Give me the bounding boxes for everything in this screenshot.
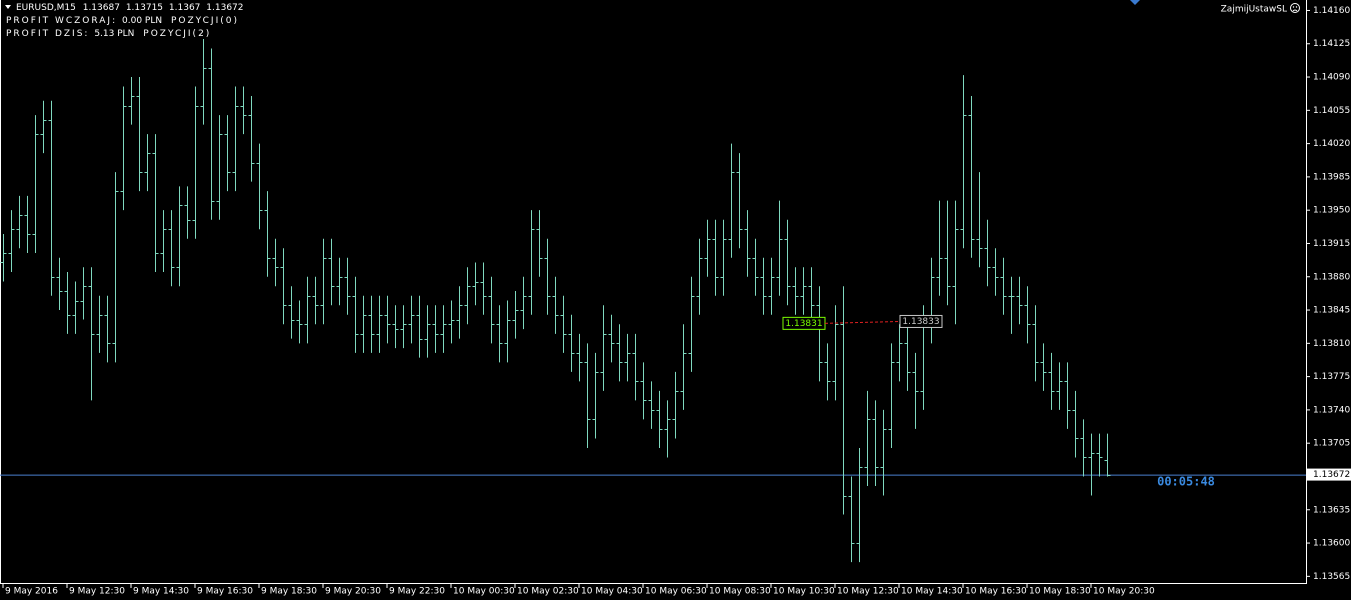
countdown: 00:05:48 [1157, 475, 1215, 489]
x-tick-label: 10 May 10:30 [773, 587, 835, 597]
x-tick-label: 9 May 2016 [5, 587, 58, 597]
menu-arrow [5, 5, 11, 9]
y-tick-label: 1.13635 [1313, 505, 1350, 515]
x-tick-label: 10 May 04:30 [581, 587, 643, 597]
x-tick-label: 10 May 16:30 [965, 587, 1027, 597]
current-price-box [1307, 468, 1351, 481]
x-tick-label: 10 May 18:30 [1029, 587, 1091, 597]
x-tick-label: 9 May 20:30 [325, 587, 381, 597]
x-tick-label: 10 May 20:30 [1093, 587, 1155, 597]
x-tick-label: 10 May 08:30 [709, 587, 771, 597]
info-line: PROFIT WCZORAJ: 0.00 PLN POZYCJI(0) [6, 16, 239, 26]
symbol: EURUSD,M15 [16, 3, 76, 13]
x-tick-label: 10 May 12:30 [837, 587, 899, 597]
y-tick-label: 1.13880 [1313, 272, 1350, 282]
y-tick-label: 1.13950 [1313, 206, 1350, 216]
info-value: 5.13 PLN [94, 29, 134, 39]
header: EURUSD,M15 1.13687 1.13715 1.1367 1.1367… [5, 3, 244, 39]
x-tick-label: 9 May 18:30 [261, 587, 317, 597]
marker-diamond [1130, 0, 1140, 5]
y-tick-label: 1.14160 [1313, 6, 1350, 16]
icon-eye [1295, 6, 1298, 8]
info-label: PROFIT DZIS: [6, 29, 89, 39]
x-tick-label: 9 May 22:30 [389, 587, 445, 597]
y-tick-label: 1.14055 [1313, 106, 1350, 116]
info-positions: POZYCJI(2) [143, 29, 211, 39]
expert-name[interactable]: ZajmijUstawSL [1221, 5, 1287, 15]
high: 1.13715 [126, 3, 163, 13]
y-tick-label: 1.13985 [1313, 172, 1350, 182]
bars [0, 38, 1111, 563]
x-tick-label: 9 May 12:30 [69, 587, 125, 597]
x-tick-label: 10 May 06:30 [645, 587, 707, 597]
open: 1.13687 [83, 3, 120, 13]
y-tick-label: 1.13740 [1313, 405, 1350, 415]
x-tick-label: 9 May 14:30 [133, 587, 189, 597]
icon-mouth [1292, 9, 1298, 12]
header-line: EURUSD,M15 1.13687 1.13715 1.1367 1.1367… [16, 3, 244, 13]
x-tick-label: 9 May 16:30 [197, 587, 253, 597]
y-tick-label: 1.14020 [1313, 139, 1350, 149]
y-tick-label: 1.13845 [1313, 306, 1350, 316]
y-tick-label: 1.13705 [1313, 439, 1350, 449]
low: 1.1367 [169, 3, 201, 13]
x-tick-label: 10 May 02:30 [517, 587, 579, 597]
trade-link [824, 320, 901, 324]
y-tick-label: 1.14090 [1313, 73, 1350, 83]
current-price-label: 1.13672 [1313, 470, 1350, 480]
close: 1.13672 [206, 3, 243, 13]
info-line: PROFIT DZIS: 5.13 PLN POZYCJI(2) [6, 29, 211, 39]
y-tick-label: 1.13810 [1313, 339, 1350, 349]
icon-eye [1292, 6, 1295, 8]
y-tick-label: 1.14125 [1313, 39, 1350, 49]
y-tick-label: 1.13600 [1313, 539, 1350, 549]
x-tick-label: 10 May 00:30 [453, 587, 515, 597]
info-label: PROFIT WCZORAJ: [6, 16, 117, 26]
info-value: 0.00 PLN [122, 16, 162, 26]
expert-icon [1290, 3, 1300, 13]
info-positions: POZYCJI(0) [171, 16, 239, 26]
y-tick-label: 1.13915 [1313, 239, 1350, 249]
x-tick-label: 10 May 14:30 [901, 587, 963, 597]
trade-label: 1.13833 [902, 317, 939, 327]
icon-face [1290, 3, 1300, 13]
y-tick-label: 1.13565 [1313, 572, 1350, 582]
y-tick-label: 1.13775 [1313, 372, 1350, 382]
trade-label: 1.13831 [785, 319, 822, 329]
